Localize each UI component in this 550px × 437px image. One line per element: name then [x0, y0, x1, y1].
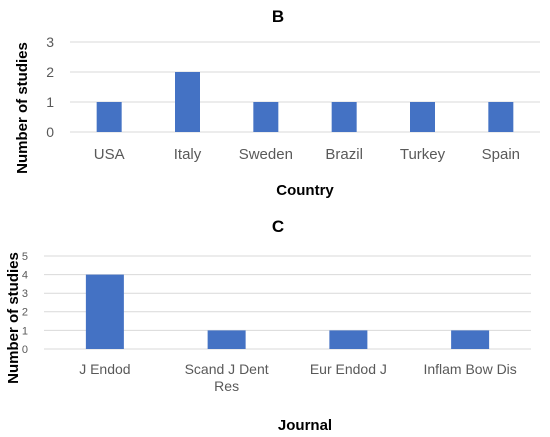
c-bar-3 [451, 330, 490, 349]
chart-c-bars [85, 274, 490, 349]
b-x-tick-1: Italy [174, 146, 202, 163]
chart-c-x-tick-labels: J Endod Scand J Dent Res Eur Endod J Inflam … [79, 361, 517, 394]
b-y-tick-3: 3 [46, 34, 54, 50]
c-y-tick-2: 2 [22, 307, 28, 319]
chart-b-ylabel: Number of studies [14, 42, 31, 174]
c-x-tick-0: J Endod [79, 361, 130, 377]
chart-c: C 0 1 2 3 4 5 J Endod Scand J Dent Res Eur Endod… [5, 217, 531, 434]
b-x-tick-3: Brazil [325, 146, 363, 163]
c-bar-1 [207, 330, 246, 349]
c-bar-2 [329, 330, 368, 349]
b-y-tick-0: 0 [46, 124, 54, 140]
b-x-tick-5: Spain [482, 146, 520, 163]
b-bar-5 [488, 102, 514, 132]
chart-b: B 0 1 2 3 USA Italy Sweden Brazil Turkey Spain N… [14, 7, 540, 199]
b-bar-2 [253, 102, 279, 132]
chart-c-gridlines [44, 255, 531, 350]
b-bar-0 [96, 102, 122, 132]
c-x-tick-1: Scand J Dent Res [185, 361, 269, 394]
c-y-tick-3: 3 [22, 288, 28, 300]
b-x-tick-2: Sweden [239, 146, 293, 163]
b-y-tick-1: 1 [46, 94, 54, 110]
c-y-tick-4: 4 [22, 269, 28, 281]
chart-c-title: C [272, 217, 284, 236]
chart-b-y-ticks: 0 1 2 3 [46, 34, 54, 140]
c-y-tick-1: 1 [22, 325, 28, 337]
chart-b-x-tick-labels: USA Italy Sweden Brazil Turkey Spain [94, 146, 520, 163]
chart-b-xlabel: Country [276, 182, 334, 199]
chart-c-y-ticks: 0 1 2 3 4 5 [22, 251, 28, 356]
chart-c-ylabel: Number of studies [5, 252, 22, 384]
chart-b-bars [96, 72, 514, 132]
c-bar-0 [85, 274, 124, 349]
chart-c-xlabel: Journal [278, 417, 332, 434]
c-x-tick-2: Eur Endod J [310, 361, 387, 377]
c-y-tick-0: 0 [22, 344, 28, 356]
b-bar-1 [175, 72, 200, 132]
c-y-tick-5: 5 [22, 251, 28, 263]
b-bar-4 [410, 102, 435, 132]
b-bar-3 [331, 102, 357, 132]
chart-b-title: B [272, 7, 284, 26]
b-y-tick-2: 2 [46, 64, 54, 80]
c-x-tick-3: Inflam Bow Dis [423, 361, 516, 377]
b-x-tick-0: USA [94, 146, 125, 163]
b-x-tick-4: Turkey [400, 146, 446, 163]
chart-b-gridlines [70, 41, 540, 133]
